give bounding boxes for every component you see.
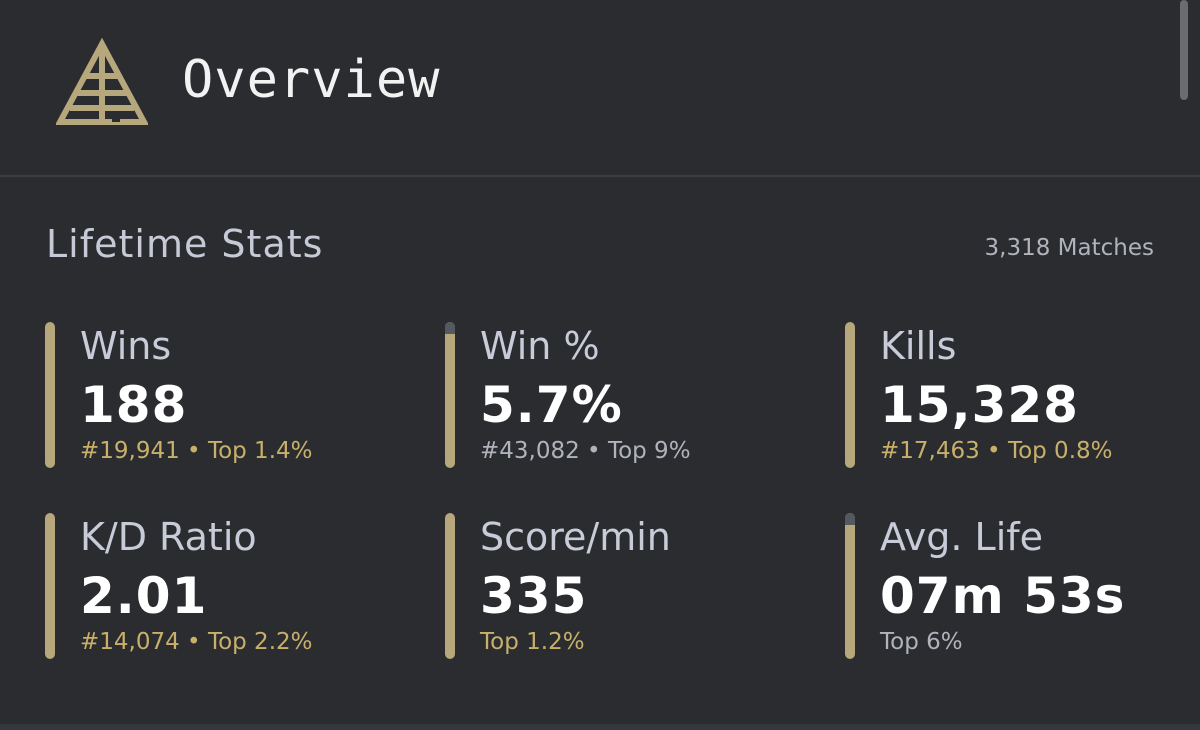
- stat-bar: [845, 513, 855, 659]
- stat-label: Kills: [880, 324, 957, 368]
- stat-label: Wins: [80, 324, 172, 368]
- stat-value: 07m 53s: [880, 567, 1126, 625]
- stat-value: 15,328: [880, 376, 1079, 434]
- stat-bar: [445, 513, 455, 659]
- stat-bar: [45, 322, 55, 468]
- page-title: Overview: [182, 50, 441, 110]
- stat-rank: Top 6%: [880, 629, 963, 655]
- stat-label: Score/min: [480, 515, 671, 559]
- matches-count: 3,318 Matches: [984, 235, 1154, 261]
- stat: Score/min 335 Top 1.2%: [445, 513, 825, 663]
- section-title: Lifetime Stats: [46, 222, 324, 266]
- header: Overview: [0, 0, 1200, 177]
- stat-value: 2.01: [80, 567, 208, 625]
- stat: Avg. Life 07m 53s Top 6%: [845, 513, 1200, 663]
- stat: Kills 15,328 #17,463 • Top 0.8%: [845, 322, 1200, 472]
- stat-rank: Top 1.2%: [480, 629, 585, 655]
- stat-bar: [45, 513, 55, 659]
- scrollbar[interactable]: [1180, 0, 1188, 100]
- stat-bar: [445, 322, 455, 468]
- stat: K/D Ratio 2.01 #14,074 • Top 2.2%: [45, 513, 425, 663]
- stat-value: 335: [480, 567, 588, 625]
- logo: [56, 38, 148, 125]
- stat-rank: #19,941 • Top 1.4%: [80, 438, 313, 464]
- stat: Wins 188 #19,941 • Top 1.4%: [45, 322, 425, 472]
- stat: Win % 5.7% #43,082 • Top 9%: [445, 322, 825, 472]
- stat-value: 5.7%: [480, 376, 623, 434]
- stat-label: K/D Ratio: [80, 515, 257, 559]
- stat-bar: [845, 322, 855, 468]
- stat-rank: #14,074 • Top 2.2%: [80, 629, 313, 655]
- stat-rank: #43,082 • Top 9%: [480, 438, 691, 464]
- stat-label: Win %: [480, 324, 600, 368]
- divider: [0, 724, 1200, 730]
- stat-rank: #17,463 • Top 0.8%: [880, 438, 1113, 464]
- stat-label: Avg. Life: [880, 515, 1044, 559]
- stat-value: 188: [80, 376, 188, 434]
